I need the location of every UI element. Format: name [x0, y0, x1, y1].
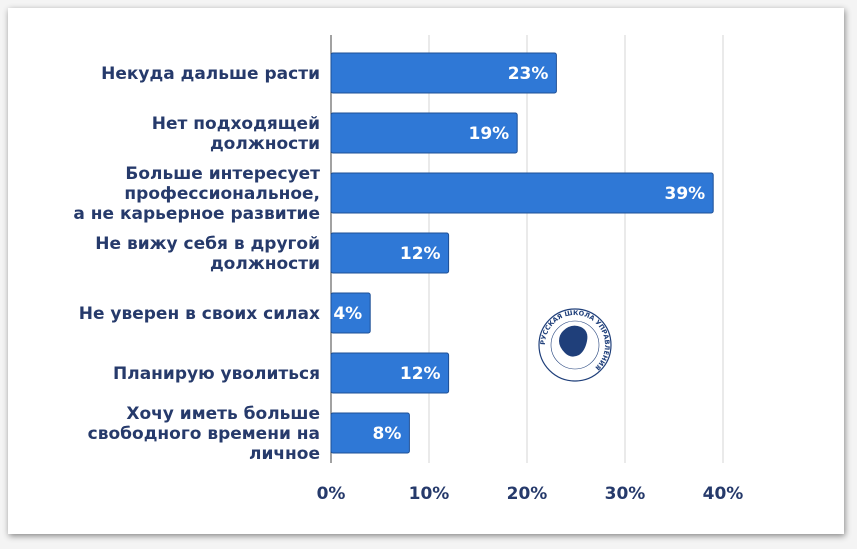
bar [330, 352, 450, 394]
category-label: Планирую уволиться [113, 364, 320, 384]
data-label: 4% [333, 304, 362, 324]
category-label: профессиональное, [124, 184, 320, 204]
data-label: 23% [508, 64, 549, 84]
x-tick-label: 10% [409, 484, 450, 504]
x-tick-label: 20% [507, 484, 548, 504]
category-label: должности [210, 134, 320, 154]
data-label: 8% [373, 424, 402, 444]
x-tick-label: 40% [703, 484, 744, 504]
bar [330, 232, 450, 274]
category-label: Не вижу себя в другой [95, 234, 320, 254]
data-label: 39% [664, 184, 705, 204]
school-logo: РУССКАЯ ШКОЛА УПРАВЛЕНИЯ [538, 308, 612, 382]
data-label: 12% [400, 364, 441, 384]
bar [330, 292, 371, 334]
category-label: Не уверен в своих силах [79, 304, 320, 324]
category-label: Больше интересует [125, 164, 320, 184]
data-label: 19% [468, 124, 509, 144]
category-label: Нет подходящей [152, 114, 320, 134]
category-label: Хочу иметь больше [126, 404, 320, 424]
category-label: личное [249, 444, 320, 464]
bar [330, 412, 410, 454]
category-label: Некуда дальше расти [101, 64, 320, 84]
data-label: 12% [400, 244, 441, 264]
bar [330, 172, 714, 214]
category-label: свободного времени на [88, 424, 320, 444]
lion-head-icon [559, 325, 588, 357]
category-label: должности [210, 254, 320, 274]
bar [330, 52, 557, 94]
bar [330, 112, 518, 154]
category-label: а не карьерное развитие [73, 204, 320, 224]
x-tick-label: 30% [605, 484, 646, 504]
x-tick-label: 0% [317, 484, 346, 504]
